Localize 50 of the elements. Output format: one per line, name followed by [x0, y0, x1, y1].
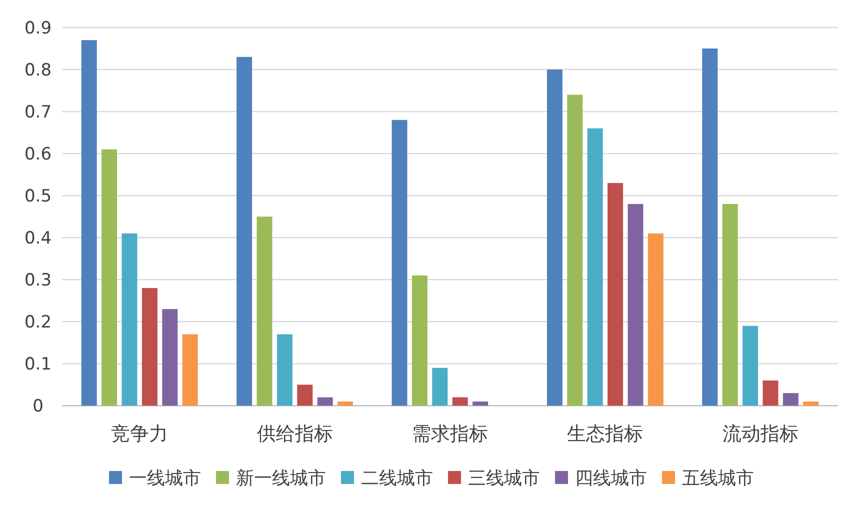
legend-label: 四线城市	[575, 468, 647, 489]
legend-label: 二线城市	[361, 468, 433, 489]
bar	[742, 326, 758, 406]
bar	[102, 149, 118, 406]
bar	[338, 402, 354, 406]
bar	[392, 120, 408, 406]
bar	[472, 402, 488, 406]
bar	[608, 182, 624, 406]
bar	[256, 216, 272, 406]
y-tick-label: 0.3	[24, 270, 52, 291]
bar	[546, 70, 562, 406]
bar	[317, 397, 333, 406]
y-tick-label: 0.5	[24, 186, 52, 207]
x-tick-label: 生态指标	[567, 423, 644, 445]
bar	[702, 48, 718, 406]
bar	[803, 402, 819, 406]
x-tick-label: 供给指标	[256, 423, 333, 445]
bar	[297, 384, 313, 406]
bar	[782, 393, 798, 406]
bar	[81, 40, 97, 406]
y-tick-label: 0.8	[24, 60, 52, 81]
y-tick-label: 0.1	[24, 354, 52, 375]
bar	[122, 233, 138, 406]
bar	[162, 309, 178, 406]
y-tick-label: 0.4	[24, 228, 52, 249]
bar	[762, 380, 778, 406]
x-tick-label: 流动指标	[722, 423, 798, 445]
bar	[432, 368, 448, 406]
legend-label: 五线城市	[682, 468, 754, 489]
bar	[236, 56, 252, 406]
legend-label: 一线城市	[129, 468, 201, 489]
bar	[567, 94, 583, 406]
y-tick-label: 0.2	[24, 312, 52, 333]
legend-label: 新一线城市	[236, 468, 326, 489]
x-tick-label: 需求指标	[412, 423, 488, 445]
bar	[142, 288, 158, 406]
y-tick-label: 0.7	[24, 102, 52, 123]
bar	[648, 233, 664, 406]
bar	[412, 275, 428, 406]
bar	[628, 204, 644, 406]
bar	[722, 204, 738, 406]
y-tick-label: 0.9	[24, 18, 52, 38]
bar	[276, 334, 292, 406]
y-tick-label: 0	[32, 396, 44, 417]
bar	[182, 334, 198, 406]
bar	[587, 128, 603, 406]
bar	[452, 397, 468, 406]
y-tick-label: 0.6	[24, 144, 52, 165]
legend-label: 三线城市	[468, 468, 540, 489]
x-tick-label: 竞争力	[111, 423, 168, 445]
